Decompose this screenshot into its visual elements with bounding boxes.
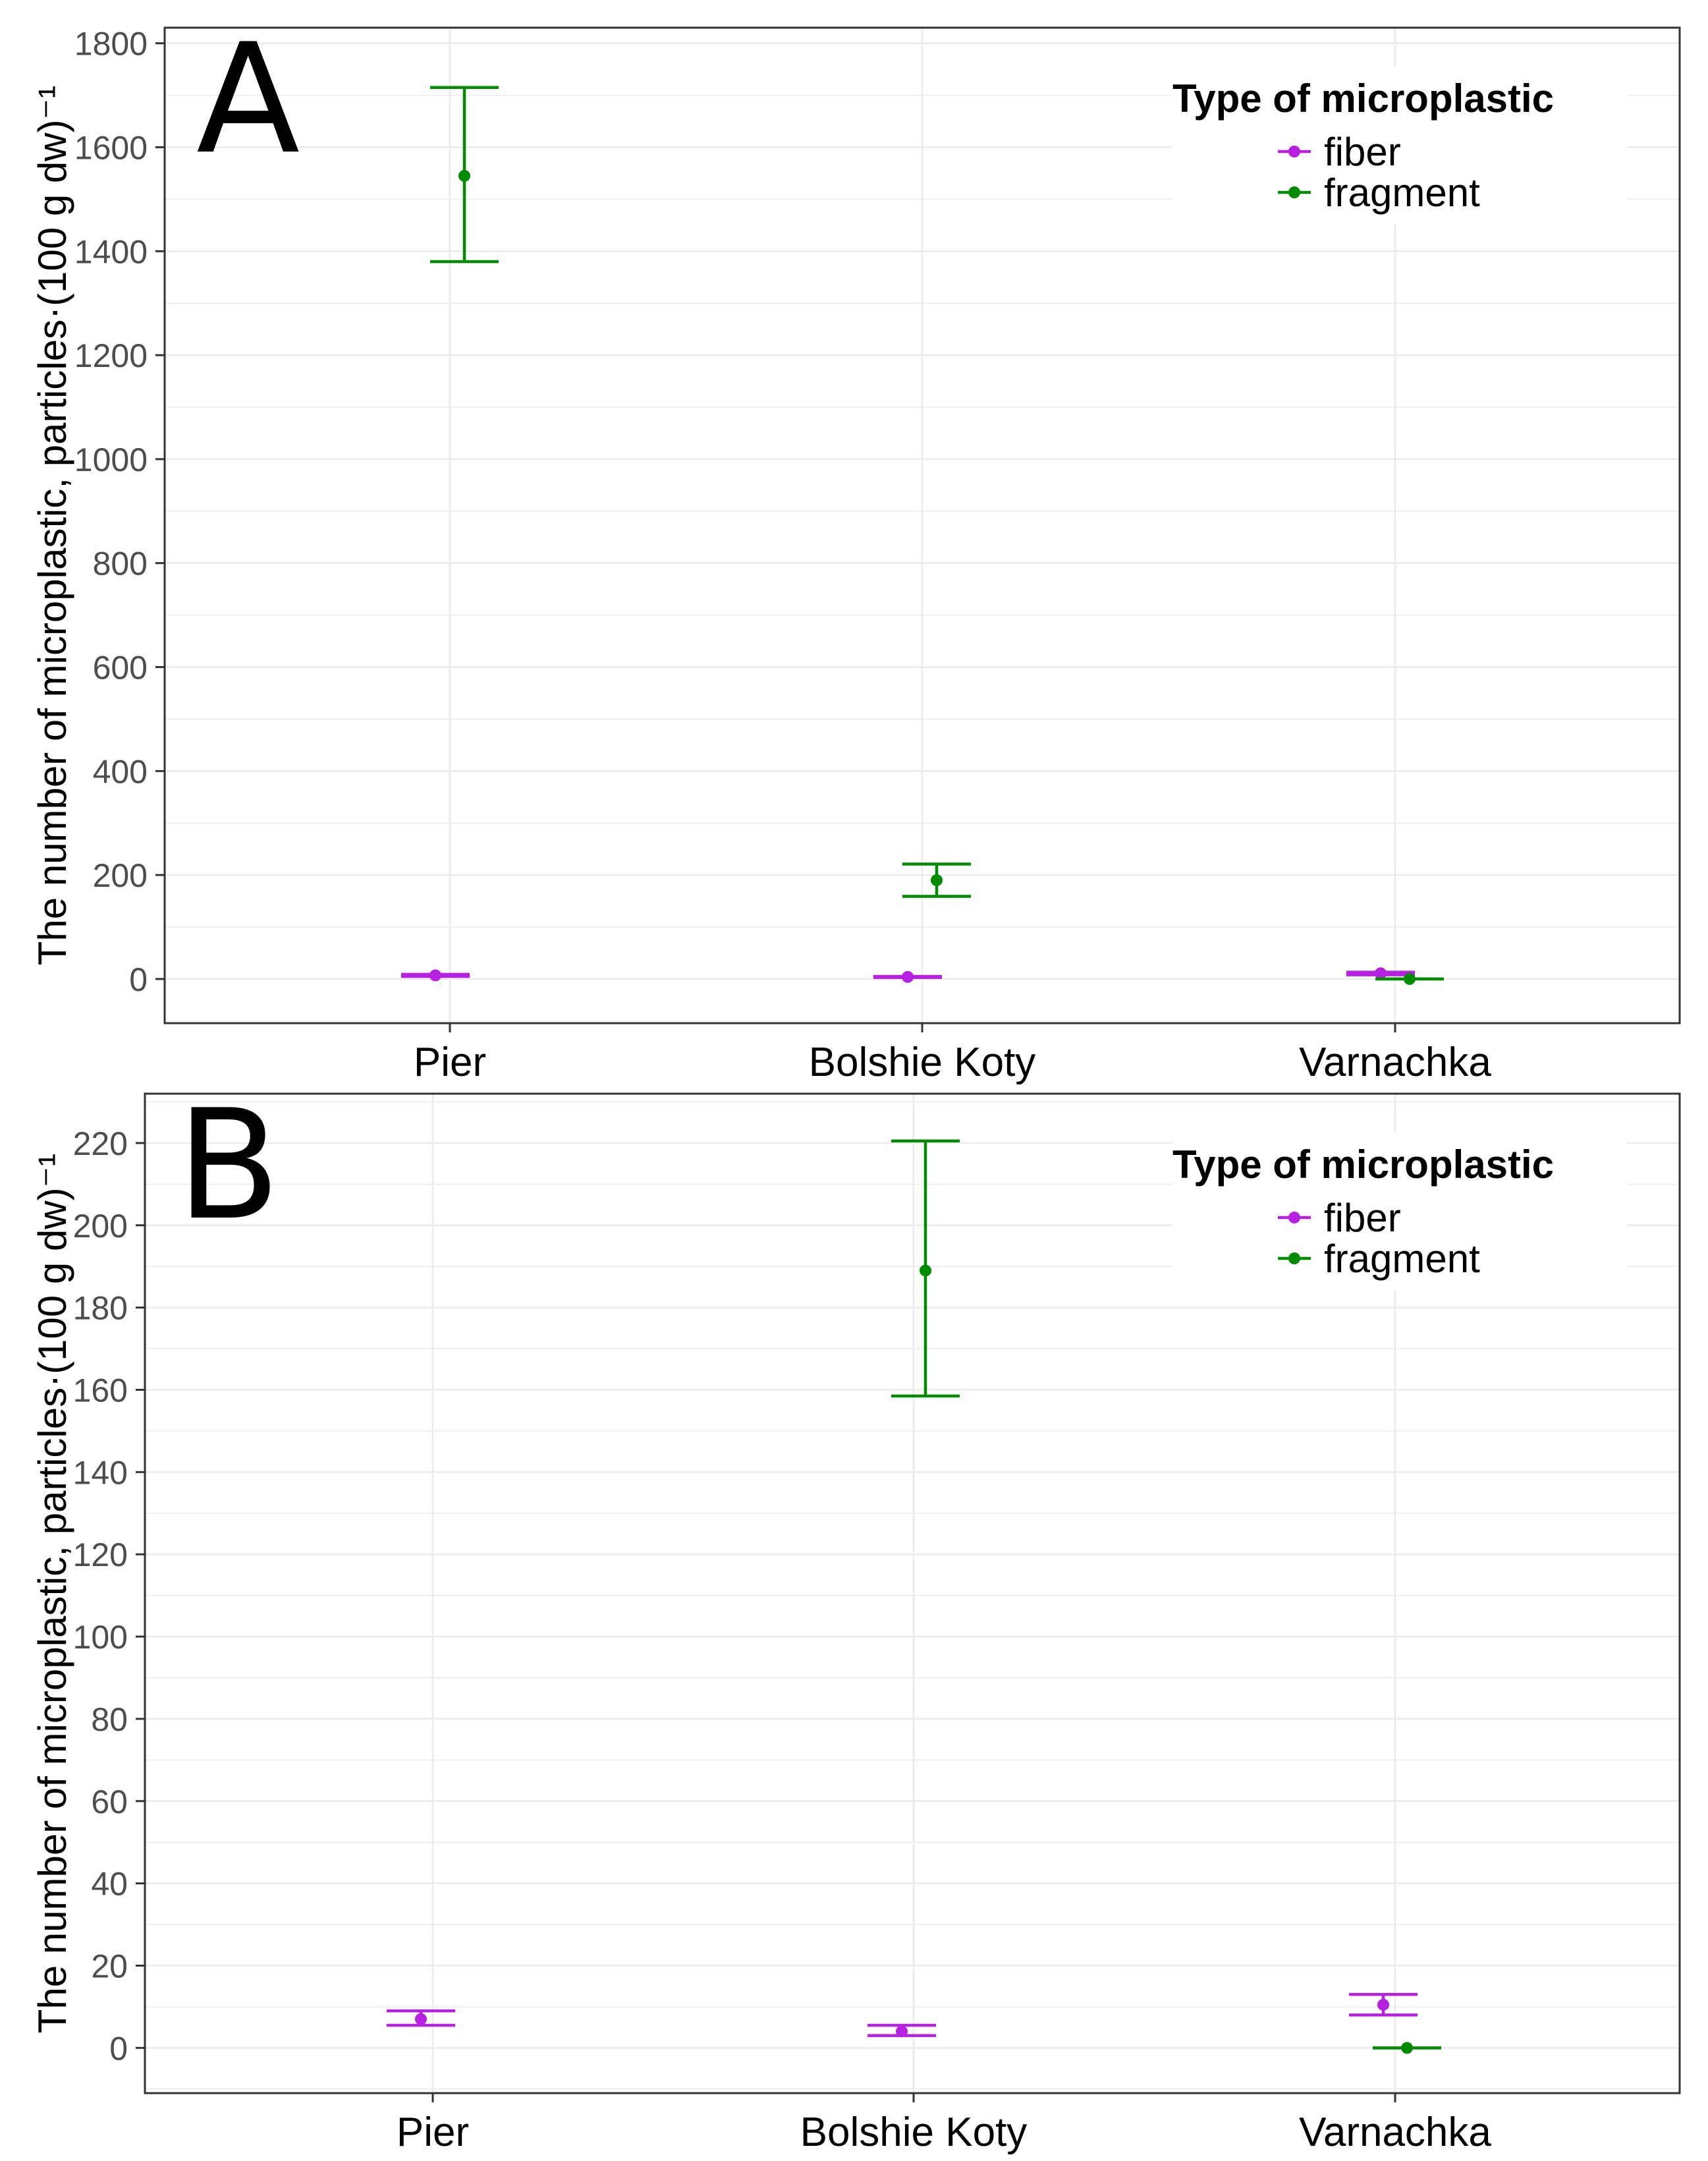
legend-key-point [1288, 1252, 1300, 1264]
panel-b: 0 20 40 60 80 100 120 140 160 180 200 220 Pier Bolsh… [30, 1078, 1681, 2155]
y-tick-label: 140 [73, 1454, 128, 1491]
y-ticks-b: 0 20 40 60 80 100 120 140 160 180 200 220 [73, 1125, 145, 2067]
y-tick-label: 80 [91, 1701, 128, 1738]
plot-frame-b [144, 1092, 1681, 2094]
legend-label-fiber-a: fiber [1324, 130, 1401, 174]
legend-label-fragment-b: fragment [1324, 1237, 1480, 1281]
y-tick-label: 1600 [74, 129, 148, 166]
fiber-point [896, 2025, 908, 2038]
y-ticks-a: 0 200 400 600 800 1000 1200 1400 1600 1800 [74, 26, 165, 998]
legend-title-b: Type of microplastic [1172, 1142, 1554, 1187]
fiber-point [415, 2013, 427, 2025]
fiber-point [902, 970, 914, 983]
fiber-point [429, 969, 441, 982]
fragment-point [931, 874, 943, 887]
x-tick-label: Varnachka [1299, 1040, 1491, 1085]
marks-a [401, 86, 1444, 985]
legend-background-b [1172, 1132, 1627, 1290]
x-ticks-b: Pier Bolshie Koty Varnachka [397, 2093, 1491, 2155]
y-tick-label: 0 [109, 2030, 128, 2067]
y-tick-label: 160 [73, 1372, 128, 1409]
y-tick-label: 1200 [74, 337, 148, 374]
x-tick-label: Pier [397, 2110, 469, 2155]
y-axis-label-b: The number of microplastic, particles·(1… [30, 1154, 74, 2033]
y-tick-label: 1400 [74, 233, 148, 270]
legend-key-fragment-b [1278, 1252, 1311, 1264]
panel-label-a: A [196, 12, 300, 188]
y-tick-label: 60 [91, 1783, 128, 1820]
y-tick-label: 200 [73, 1208, 128, 1245]
y-axis-label-a: The number of microplastic, particles·(1… [30, 86, 74, 965]
legend-key-fiber-b [1278, 1212, 1311, 1223]
panel-label-b: B [177, 1078, 281, 1254]
x-ticks-a: Pier Bolshie Koty Varnachka [414, 1023, 1491, 1085]
fragment-point [920, 1264, 931, 1277]
legend-label-fiber-b: fiber [1324, 1196, 1401, 1240]
y-tick-label: 600 [93, 650, 148, 687]
legend-label-fragment-a: fragment [1324, 171, 1480, 215]
y-tick-label: 180 [73, 1290, 128, 1327]
y-tick-label: 0 [129, 961, 148, 998]
y-tick-label: 100 [73, 1619, 128, 1656]
x-tick-label: Bolshie Koty [800, 2110, 1028, 2155]
fragment-point [458, 169, 470, 182]
panel-a: 0 200 400 600 800 1000 1200 1400 1600 1800 Pier Bo… [30, 12, 1681, 1085]
legend-a: Type of microplastic fiber fragment [1172, 66, 1627, 224]
y-tick-label: 220 [73, 1125, 128, 1162]
legend-key-fiber-a [1278, 146, 1311, 157]
y-tick-label: 800 [93, 546, 148, 582]
fragment-point [1401, 2042, 1413, 2054]
legend-background-a [1172, 66, 1627, 224]
y-tick-label: 1000 [74, 441, 148, 478]
x-tick-label: Pier [414, 1040, 486, 1085]
x-tick-label: Bolshie Koty [809, 1040, 1036, 1085]
fiber-point [1375, 967, 1387, 980]
y-tick-label: 120 [73, 1536, 128, 1573]
y-tick-label: 200 [93, 857, 148, 894]
y-tick-label: 400 [93, 753, 148, 790]
legend-b: Type of microplastic fiber fragment [1172, 1132, 1627, 1290]
legend-title-a: Type of microplastic [1172, 76, 1554, 121]
legend-key-fragment-a [1278, 186, 1311, 198]
legend-key-point [1288, 186, 1300, 198]
legend-key-point [1288, 1212, 1300, 1223]
marks-b [387, 1139, 1441, 2054]
fiber-point [1377, 1998, 1389, 2011]
x-tick-label: Varnachka [1299, 2110, 1491, 2155]
y-tick-label: 40 [91, 1866, 128, 1903]
grid-a [165, 28, 1680, 1023]
y-tick-label: 1800 [74, 26, 148, 63]
y-tick-label: 20 [91, 1948, 128, 1984]
fragment-point [1404, 972, 1416, 985]
legend-key-point [1288, 146, 1300, 157]
